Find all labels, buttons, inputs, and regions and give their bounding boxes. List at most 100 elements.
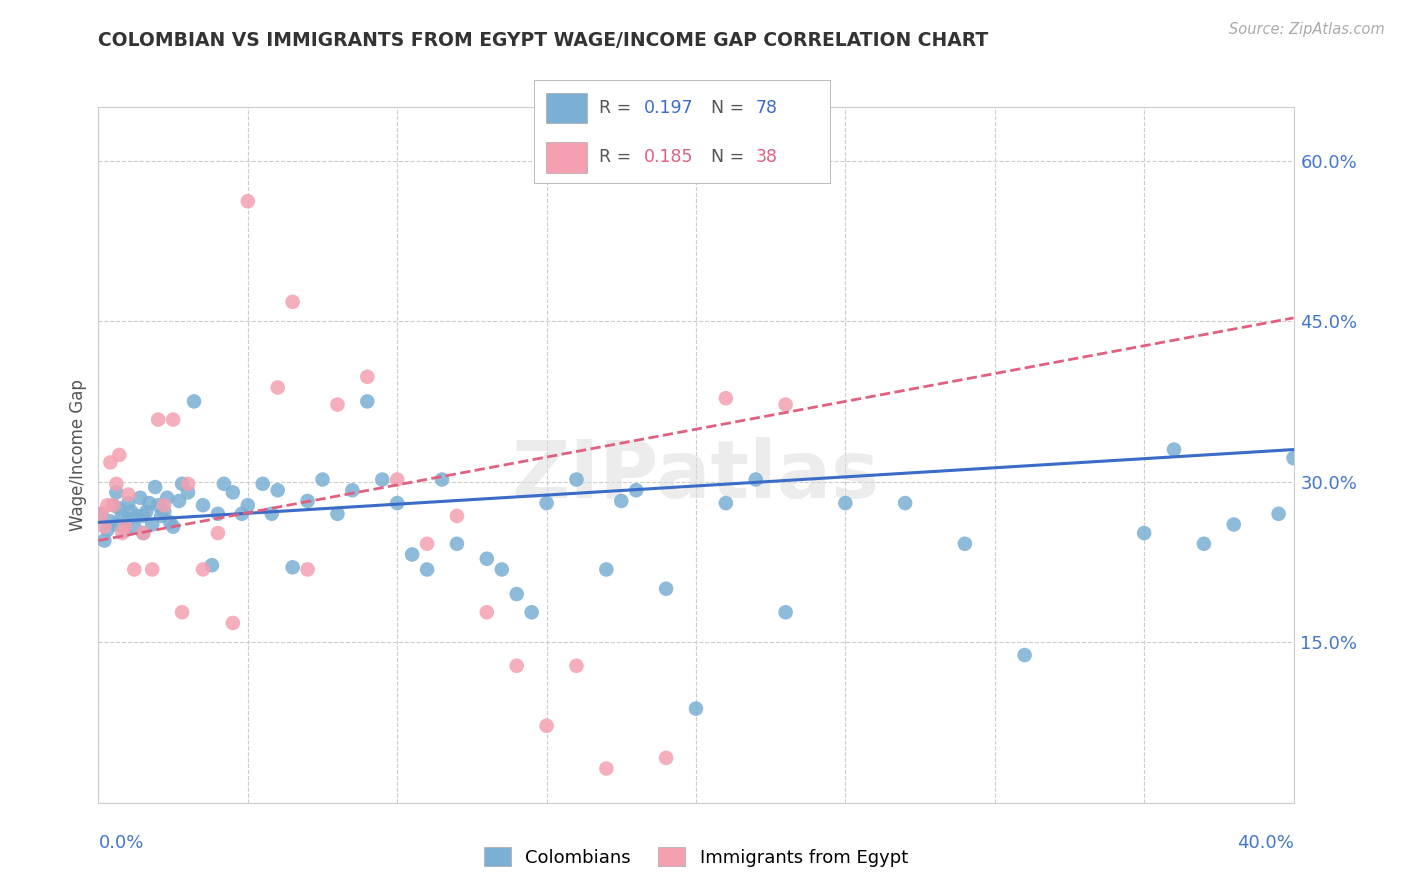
- Point: [506, 658, 529, 673]
- Point: [1192, 537, 1215, 551]
- Point: [132, 526, 155, 541]
- Point: [120, 505, 142, 519]
- Point: [595, 562, 617, 576]
- Point: [416, 562, 439, 576]
- Point: [342, 483, 364, 498]
- Point: [565, 658, 588, 673]
- Point: [536, 496, 558, 510]
- Point: [108, 501, 131, 516]
- Point: [141, 517, 163, 532]
- Point: [834, 496, 856, 510]
- Point: [1223, 517, 1246, 532]
- Point: [356, 394, 378, 409]
- Point: [177, 485, 200, 500]
- Point: [93, 533, 115, 548]
- Point: [117, 496, 139, 510]
- Point: [565, 473, 588, 487]
- Point: [260, 507, 283, 521]
- Point: [745, 473, 768, 487]
- Legend: Colombians, Immigrants from Egypt: Colombians, Immigrants from Egypt: [477, 840, 915, 874]
- Text: R =: R =: [599, 99, 637, 117]
- Text: 38: 38: [756, 148, 778, 166]
- Point: [714, 496, 737, 510]
- Point: [129, 491, 152, 505]
- Point: [127, 508, 149, 523]
- Point: [371, 473, 394, 487]
- Point: [105, 476, 128, 491]
- Point: [446, 508, 468, 523]
- Point: [207, 526, 229, 541]
- Point: [150, 508, 173, 523]
- Text: COLOMBIAN VS IMMIGRANTS FROM EGYPT WAGE/INCOME GAP CORRELATION CHART: COLOMBIAN VS IMMIGRANTS FROM EGYPT WAGE/…: [98, 31, 988, 50]
- Point: [326, 398, 349, 412]
- Point: [105, 517, 128, 532]
- Point: [167, 494, 190, 508]
- Point: [311, 473, 333, 487]
- Point: [103, 498, 125, 512]
- Point: [103, 498, 125, 512]
- Point: [385, 473, 409, 487]
- Point: [385, 496, 409, 510]
- Point: [153, 498, 176, 512]
- Point: [506, 587, 529, 601]
- Point: [222, 615, 245, 630]
- Point: [156, 491, 179, 505]
- Point: [236, 498, 259, 512]
- Point: [148, 412, 170, 426]
- Point: [356, 369, 378, 384]
- Point: [475, 605, 498, 619]
- Point: [124, 519, 146, 533]
- Text: 78: 78: [756, 99, 778, 117]
- Point: [231, 507, 253, 521]
- Point: [141, 562, 163, 576]
- Point: [475, 551, 498, 566]
- Point: [267, 380, 290, 394]
- Point: [401, 548, 423, 562]
- Point: [93, 519, 115, 533]
- Point: [191, 562, 214, 576]
- Point: [595, 762, 617, 776]
- Point: [117, 512, 139, 526]
- Point: [953, 537, 976, 551]
- Point: [117, 487, 139, 501]
- Point: [297, 562, 319, 576]
- FancyBboxPatch shape: [546, 142, 588, 173]
- Point: [111, 508, 134, 523]
- Point: [1014, 648, 1036, 662]
- Point: [626, 483, 648, 498]
- Point: [416, 537, 439, 551]
- Point: [100, 514, 122, 528]
- Point: [655, 582, 678, 596]
- Point: [90, 507, 112, 521]
- Point: [775, 605, 797, 619]
- Point: [143, 480, 166, 494]
- Point: [236, 194, 259, 209]
- Point: [172, 476, 194, 491]
- Text: 0.197: 0.197: [644, 99, 693, 117]
- Text: ZIPatlas: ZIPatlas: [512, 437, 880, 515]
- Point: [132, 508, 155, 523]
- Point: [281, 294, 304, 309]
- Point: [446, 537, 468, 551]
- Point: [108, 448, 131, 462]
- Point: [212, 476, 235, 491]
- Point: [714, 391, 737, 405]
- Text: N =: N =: [711, 148, 751, 166]
- Point: [201, 558, 224, 573]
- Text: 0.185: 0.185: [644, 148, 693, 166]
- Point: [1133, 526, 1156, 541]
- Point: [148, 498, 170, 512]
- Text: 40.0%: 40.0%: [1237, 834, 1294, 852]
- Point: [281, 560, 304, 574]
- Point: [96, 523, 118, 537]
- Point: [267, 483, 290, 498]
- Point: [183, 394, 205, 409]
- Point: [162, 519, 184, 533]
- Text: Source: ZipAtlas.com: Source: ZipAtlas.com: [1229, 22, 1385, 37]
- Point: [207, 507, 229, 521]
- Point: [655, 751, 678, 765]
- Point: [162, 412, 184, 426]
- Text: N =: N =: [711, 99, 751, 117]
- Text: 0.0%: 0.0%: [98, 834, 143, 852]
- Point: [177, 476, 200, 491]
